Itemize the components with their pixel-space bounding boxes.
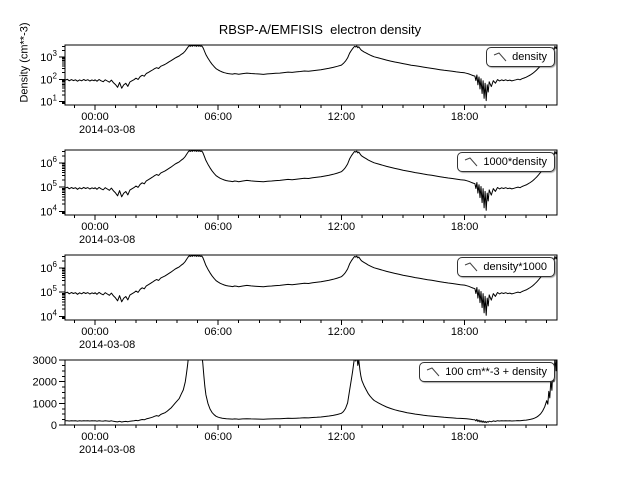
x-tick-label: 12:00: [328, 111, 356, 123]
y-tick-label: 102: [40, 71, 57, 86]
x-tick-label: 12:00: [328, 431, 356, 443]
y-tick-label: 105: [40, 179, 57, 194]
plot-frame: [64, 44, 558, 106]
x-tick-label: 18:00: [451, 326, 479, 338]
x-axis-date-label: 2014-03-08: [79, 124, 135, 136]
legend-label: density*1000: [483, 260, 547, 273]
y-tick-label: 2000: [33, 377, 57, 389]
x-tick-label: 18:00: [451, 431, 479, 443]
x-tick-label: 00:00: [81, 111, 109, 123]
x-tick-label: 06:00: [204, 221, 232, 233]
legend-label: 1000*density: [483, 155, 547, 168]
legend-panel-3: density*1000: [457, 257, 555, 277]
series-line-panel-2: [65, 150, 557, 211]
y-tick-label: 104: [40, 308, 57, 323]
x-tick-label: 00:00: [81, 431, 109, 443]
x-tick-label: 18:00: [451, 221, 479, 233]
x-axis-date-label: 2014-03-08: [79, 339, 135, 351]
y-tick-label: 103: [40, 49, 57, 64]
x-tick-label: 06:00: [204, 111, 232, 123]
axes-panel-1: [59, 45, 548, 110]
panel-1: 101 102 103 00:00 06:00 12:00 18:00 2014-03-08: [40, 44, 558, 136]
y-tick-label: 101: [40, 94, 57, 109]
x-tick-label: 18:00: [451, 111, 479, 123]
legend-panel-4: 100 cm**-3 + density: [419, 362, 555, 382]
y-tick-label: 104: [40, 203, 57, 218]
legend-line-sample-icon: [465, 156, 478, 166]
axes-panel-2: [59, 151, 548, 220]
x-axis-date-label: 2014-03-08: [79, 444, 135, 456]
x-tick-label: 06:00: [204, 431, 232, 443]
x-tick-label: 12:00: [328, 326, 356, 338]
legend-panel-1: density: [486, 47, 555, 67]
legend-line-sample-icon: [465, 261, 478, 271]
panel-2: 104 105 106 00:00 06:00 12:00 18:00 2014-03-08: [40, 149, 558, 246]
y-tick-label: 105: [40, 284, 57, 299]
plot-frame: [64, 254, 558, 321]
x-tick-label: 06:00: [204, 326, 232, 338]
y-tick-label: 0: [51, 420, 57, 432]
x-tick-label: 12:00: [328, 221, 356, 233]
y-tick-label: 3000: [33, 355, 57, 367]
panel-3: 104 105 106 00:00 06:00 12:00 18:00 2014-03-08: [40, 254, 558, 351]
x-tick-label: 00:00: [81, 326, 109, 338]
axes-panel-4: [59, 359, 548, 430]
chart-title: RBSP-A/EMFISIS electron density: [218, 22, 422, 37]
axes-panel-3: [59, 256, 548, 325]
panel-4: 0 1000 2000 3000 00:00 06:00 12:00 18:00 2014-03…: [33, 355, 558, 456]
y-tick-label: 106: [40, 155, 57, 170]
legend-label: density: [512, 50, 547, 63]
series-line-panel-1: [65, 45, 557, 102]
legend-line-sample-icon: [427, 366, 440, 376]
x-tick-label: 00:00: [81, 221, 109, 233]
y-tick-label: 1000: [33, 398, 57, 410]
y-tick-label: 106: [40, 260, 57, 275]
x-axis-date-label: 2014-03-08: [79, 234, 135, 246]
legend-panel-2: 1000*density: [457, 152, 555, 172]
legend-label: 100 cm**-3 + density: [445, 365, 547, 378]
series-line-panel-4: [65, 360, 557, 424]
plot-frame: [64, 149, 558, 216]
legend-line-sample-icon: [493, 51, 507, 61]
series-line-panel-3: [65, 255, 557, 316]
